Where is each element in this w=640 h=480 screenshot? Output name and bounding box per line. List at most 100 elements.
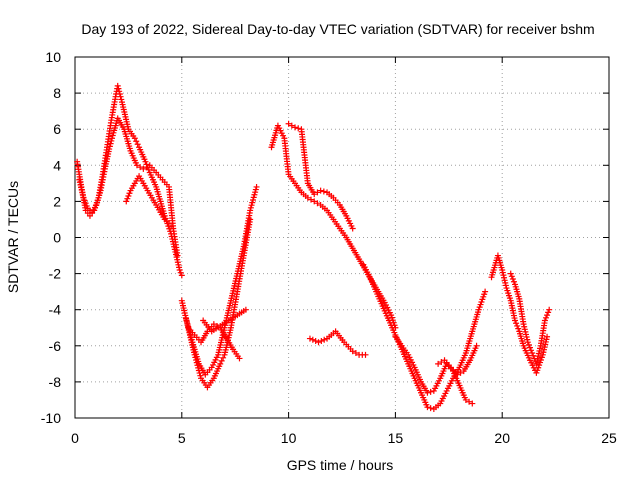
satellite-track-3-point [125,192,132,199]
satellite-track-15-point [526,344,533,351]
satellite-track-2-point [81,197,88,204]
satellite-track-2-point [143,164,150,171]
x-tick-label: 25 [601,430,617,446]
satellite-track-5-point [247,207,254,214]
satellite-track-10-point [362,351,369,358]
satellite-track-11-point [424,404,431,411]
satellite-track-11-point [482,288,489,295]
y-tick-label: -6 [49,338,62,354]
satellite-track-15-point [544,312,551,319]
satellite-track-6-point [210,321,217,328]
chart-title: Day 193 of 2022, Sidereal Day-to-day VTE… [81,21,594,37]
satellite-track-5-point [250,194,257,201]
satellite-track-10-point [349,348,356,355]
satellite-track-5-point [183,315,190,322]
satellite-track-9-point [288,122,295,129]
satellite-track-5-point [188,333,195,340]
satellite-track-2-point [109,132,116,139]
satellite-track-1-point [117,93,124,100]
satellite-track-1-point [116,88,123,95]
satellite-track-1-point [114,82,121,89]
satellite-track-9-point [317,187,324,194]
y-tick-label: 0 [53,230,61,246]
satellite-track-10-point [309,336,316,343]
satellite-track-2-point [106,146,113,153]
satellite-track-12-point [462,396,469,403]
satellite-track-4-point [217,360,224,367]
satellite-track-2-point [82,200,89,207]
satellite-track-13-point [438,359,445,366]
satellite-track-5-point [252,189,259,196]
satellite-track-9-point [285,120,292,127]
satellite-track-1-point [116,91,123,98]
satellite-track-9-point [314,189,321,196]
satellite-track-15-point [541,317,548,324]
y-tick-label: 10 [45,49,61,65]
satellite-track-9-point [320,188,327,195]
y-tick-label: -10 [41,410,61,426]
satellite-track-4-point [218,357,225,364]
satellite-track-14-point [514,322,521,329]
x-tick-label: 10 [281,430,297,446]
satellite-track-15-point [530,352,537,359]
satellite-track-15-point [508,273,515,280]
satellite-track-9-point [349,225,356,232]
y-tick-label: -8 [49,374,62,390]
x-tick-label: 0 [71,430,79,446]
satellite-track-5-point [184,320,191,327]
satellite-track-14-point [515,325,522,332]
satellite-track-10-point [321,336,328,343]
satellite-track-10-point [306,335,313,342]
satellite-track-9-point [295,125,302,132]
satellite-track-1-point [178,272,185,279]
satellite-track-14-point [512,317,519,324]
satellite-track-10-point [315,339,322,346]
satellite-track-10-point [312,337,319,344]
satellite-track-5-point [252,186,259,193]
y-tick-label: -4 [49,302,62,318]
y-tick-label: 6 [53,121,61,137]
satellite-track-2-point [106,143,113,150]
satellite-track-12-point [424,389,431,396]
satellite-track-4-point [197,372,204,379]
satellite-track-1-point [115,85,122,92]
satellite-track-13-point [454,371,461,378]
satellite-track-11-point [427,405,434,412]
y-tick-label: -2 [49,266,62,282]
y-tick-label: 8 [53,85,61,101]
satellite-track-5-point [253,183,260,190]
x-axis-label: GPS time / hours [287,457,394,473]
satellite-track-5-point [251,191,258,198]
satellite-track-3-point [126,190,133,197]
satellite-track-8-point [311,198,318,205]
satellite-track-1-point [142,158,149,165]
satellite-track-4-point [220,354,227,361]
x-tick-label: 15 [388,430,404,446]
grid-layer [75,57,609,418]
satellite-track-15-point [546,306,553,313]
satellite-track-13-point [457,369,464,376]
satellite-track-15-point [529,350,536,357]
satellite-track-14-point [513,320,520,327]
satellite-track-15-point [528,347,535,354]
satellite-track-1-point [118,96,125,103]
satellite-track-15-point [507,270,514,277]
satellite-track-1-point [176,266,183,273]
satellite-track-1-point [131,135,138,142]
satellite-track-2-point [108,137,115,144]
x-tick-label: 20 [494,430,510,446]
satellite-track-8-point [314,200,321,207]
satellite-track-7-point [242,306,249,313]
data-points-layer [74,82,553,412]
satellite-track-8-point [304,194,311,201]
satellite-track-12-point [466,398,473,405]
satellite-track-15-point [545,309,552,316]
satellite-track-2-point [80,194,87,201]
satellite-track-5-point [247,204,254,211]
satellite-track-14-point [544,333,551,340]
satellite-track-2-point [107,140,114,147]
satellite-track-15-point [510,278,517,285]
satellite-track-15-point [509,276,516,283]
satellite-track-5-point [249,199,256,206]
